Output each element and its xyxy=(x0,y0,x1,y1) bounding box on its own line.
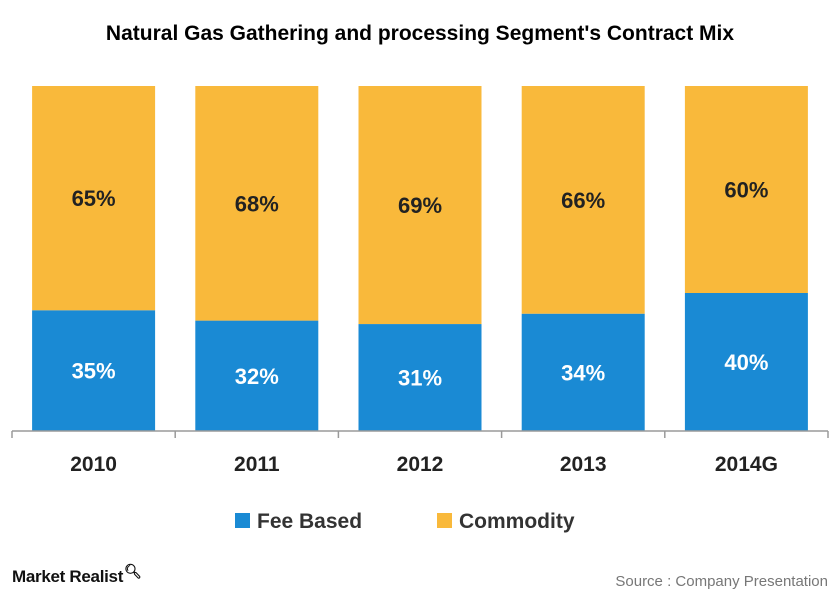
data-label: 32% xyxy=(235,364,279,389)
data-label: 35% xyxy=(72,359,116,384)
x-tick-label: 2014G xyxy=(715,453,778,476)
bar-fee-based-2010 xyxy=(32,310,156,431)
legend: Fee Based Commodity xyxy=(235,510,575,533)
data-label: 60% xyxy=(724,178,768,203)
bar-fee-based-2013 xyxy=(521,313,645,431)
brand-logo: Market Realist🔍︎ xyxy=(12,563,142,587)
magnifier-icon: 🔍︎ xyxy=(124,563,142,579)
bar-fee-based-2011 xyxy=(195,320,319,431)
bar-fee-based-2014G xyxy=(684,293,808,431)
bar-commodity-2013 xyxy=(521,86,645,314)
x-axis: 2010 2011 2012 2013 2014G xyxy=(11,430,829,476)
bar-commodity-2011 xyxy=(195,86,319,321)
data-label: 65% xyxy=(72,186,116,211)
legend-label: Fee Based xyxy=(257,510,362,533)
data-label: 34% xyxy=(561,360,605,385)
brand-name: Market Realist xyxy=(12,567,124,586)
bar-commodity-2012 xyxy=(358,86,482,325)
chart-title: Natural Gas Gathering and processing Seg… xyxy=(105,22,735,45)
data-label: 66% xyxy=(561,188,605,213)
legend-label: Commodity xyxy=(459,510,575,533)
bar-commodity-2010 xyxy=(32,86,156,311)
legend-swatch-fee-based xyxy=(235,513,250,528)
x-tick-label: 2011 xyxy=(234,453,280,476)
bar-fee-based-2012 xyxy=(358,324,482,431)
source-note: Source : Company Presentation xyxy=(615,573,828,590)
bars-group: 35% 65% 32% 68% 31% 69% 34% 66% 40% 60% xyxy=(32,86,808,431)
data-label: 31% xyxy=(398,366,442,391)
legend-swatch-commodity xyxy=(437,513,452,528)
data-label: 40% xyxy=(724,350,768,375)
x-tick-label: 2012 xyxy=(397,453,444,476)
x-tick-label: 2010 xyxy=(70,453,117,476)
x-tick-label: 2013 xyxy=(560,453,607,476)
data-label: 68% xyxy=(235,191,279,216)
data-label: 69% xyxy=(398,193,442,218)
bar-commodity-2014G xyxy=(684,86,808,293)
